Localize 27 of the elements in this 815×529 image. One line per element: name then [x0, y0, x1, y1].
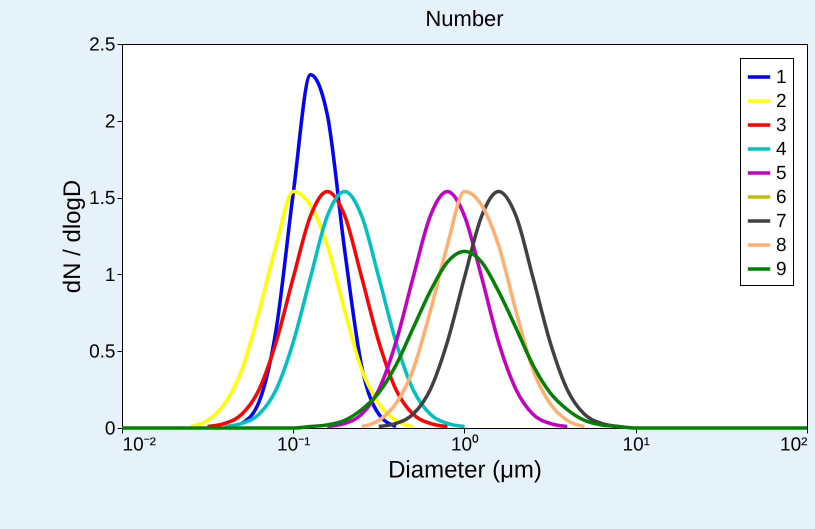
y-tick-label: 1: [104, 264, 116, 286]
x-tick-label: 10⁰: [450, 434, 480, 456]
legend-label: 3: [776, 115, 787, 136]
y-tick-label: 2.5: [89, 34, 116, 56]
x-tick-label: 10⁻²: [122, 434, 156, 456]
y-tick-label: 0: [104, 418, 116, 440]
line-series: [360, 190, 586, 428]
line-series: [326, 190, 569, 428]
legend-label: 4: [776, 139, 787, 160]
legend-label: 8: [776, 235, 787, 256]
y-tick-label: 1.5: [89, 188, 116, 210]
y-tick-label: 2: [104, 111, 116, 132]
x-axis-title: Diameter (μm): [388, 456, 542, 484]
chart-title: Number: [425, 6, 504, 31]
x-tick-label: 10¹: [622, 434, 650, 456]
x-tick-label: 10²: [780, 434, 808, 456]
legend-label: 7: [776, 211, 787, 232]
y-tick-label: 0.5: [89, 342, 116, 363]
line-series: [120, 250, 809, 430]
legend-label: 6: [776, 187, 787, 208]
legend-label: 1: [776, 67, 787, 88]
legend-label: 2: [776, 91, 787, 112]
y-axis-title: dN / dlogD: [59, 180, 86, 294]
x-tick-label: 10⁻¹: [277, 434, 310, 456]
line-series: [188, 190, 415, 428]
legend-label: 5: [776, 163, 787, 184]
legend-label: 9: [776, 259, 787, 280]
